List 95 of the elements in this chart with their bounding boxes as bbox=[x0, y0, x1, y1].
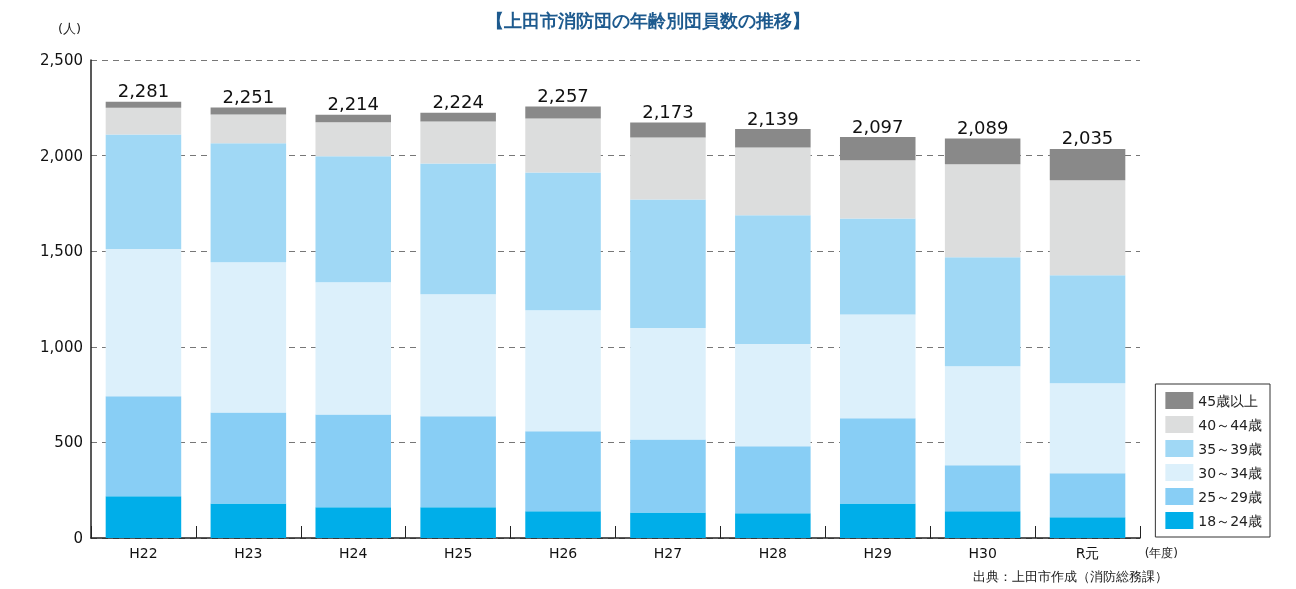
y-tick-label: 500 bbox=[54, 433, 83, 452]
bar bbox=[315, 114, 392, 123]
total-label: 2,257 bbox=[537, 84, 589, 106]
legend-label: 30～34歳 bbox=[1198, 464, 1263, 481]
bar bbox=[315, 414, 392, 508]
bar bbox=[105, 101, 182, 108]
bar bbox=[315, 507, 392, 538]
y-tick-label: 1,000 bbox=[40, 337, 83, 356]
bar bbox=[630, 439, 706, 513]
bar bbox=[735, 215, 811, 345]
total-label: 2,097 bbox=[851, 115, 904, 137]
bar bbox=[105, 107, 182, 135]
y-tick-label: 1,500 bbox=[40, 242, 83, 261]
bar bbox=[839, 137, 916, 161]
bar bbox=[630, 512, 706, 538]
x-tick-label: H28 bbox=[758, 545, 788, 561]
bar bbox=[944, 257, 1021, 367]
bar bbox=[944, 465, 1021, 512]
bar bbox=[210, 503, 287, 538]
bar bbox=[525, 172, 601, 311]
bar bbox=[735, 147, 811, 216]
bar bbox=[839, 314, 916, 419]
x-tick-label: H23 bbox=[234, 545, 263, 561]
bar bbox=[105, 396, 182, 497]
bar bbox=[944, 366, 1021, 466]
source-note: 出典：上田市作成（消防総務課） bbox=[973, 569, 1168, 584]
bar bbox=[210, 412, 287, 504]
legend-label: 35～39歳 bbox=[1198, 440, 1263, 457]
bar bbox=[525, 511, 601, 538]
x-tick-label: H26 bbox=[548, 545, 578, 561]
text: (年度) bbox=[1144, 546, 1179, 560]
total-label: 2,173 bbox=[642, 101, 694, 123]
legend-label: 25～29歳 bbox=[1198, 488, 1263, 505]
bar bbox=[420, 121, 496, 164]
text: (人) bbox=[58, 21, 82, 36]
bar bbox=[105, 134, 182, 250]
bar bbox=[210, 114, 287, 144]
bar bbox=[1049, 275, 1126, 384]
bar bbox=[525, 310, 601, 432]
total-label: 2,281 bbox=[117, 80, 170, 102]
chart-title: 【上田市消防団の年齢別団員数の推移】 bbox=[486, 9, 810, 31]
total-label: 2,035 bbox=[1061, 127, 1114, 149]
bar bbox=[944, 511, 1021, 538]
bar bbox=[839, 160, 916, 219]
total-label: 2,224 bbox=[432, 91, 484, 113]
bar bbox=[420, 112, 496, 122]
bar bbox=[630, 199, 706, 329]
x-tick-label: H29 bbox=[863, 545, 892, 561]
x-tick-label: R元 bbox=[1075, 545, 1100, 561]
bar bbox=[630, 137, 706, 200]
total-label: 2,139 bbox=[747, 107, 799, 129]
bar bbox=[1049, 180, 1126, 276]
bar bbox=[630, 122, 706, 138]
bar bbox=[735, 344, 811, 447]
bar bbox=[525, 106, 601, 119]
bar bbox=[630, 328, 706, 440]
bar bbox=[420, 416, 496, 508]
total-label: 2,089 bbox=[956, 117, 1009, 139]
bar bbox=[1049, 148, 1126, 181]
x-tick-label: H27 bbox=[653, 545, 683, 561]
bar bbox=[315, 156, 392, 283]
bar bbox=[420, 163, 496, 295]
y-tick-label: 2,000 bbox=[40, 146, 83, 165]
bar bbox=[525, 431, 601, 512]
bar bbox=[210, 262, 287, 413]
bar bbox=[1049, 383, 1126, 474]
legend-label: 45歳以上 bbox=[1198, 392, 1259, 409]
bar bbox=[420, 294, 496, 417]
bar bbox=[944, 164, 1021, 258]
bar bbox=[735, 513, 811, 538]
bar bbox=[210, 143, 287, 263]
bar bbox=[315, 282, 392, 415]
bar bbox=[1049, 517, 1126, 538]
x-tick-label: H22 bbox=[129, 545, 158, 561]
y-tick-label: 0 bbox=[73, 529, 83, 547]
x-tick-label: H24 bbox=[339, 545, 368, 561]
x-tick-label: H30 bbox=[968, 545, 997, 561]
bar bbox=[105, 496, 182, 538]
total-label: 2,251 bbox=[222, 86, 275, 108]
bar bbox=[839, 418, 916, 504]
bar bbox=[735, 129, 811, 148]
bar bbox=[944, 138, 1021, 165]
bar bbox=[839, 218, 916, 315]
legend-label: 40～44歳 bbox=[1198, 416, 1263, 433]
y-tick-label: 2,500 bbox=[40, 51, 83, 69]
bar bbox=[735, 446, 811, 514]
bar bbox=[420, 507, 496, 538]
bar bbox=[525, 118, 601, 173]
bar bbox=[315, 122, 392, 157]
bar bbox=[839, 503, 916, 538]
total-label: 2,214 bbox=[327, 93, 380, 115]
legend-label: 18～24歳 bbox=[1198, 512, 1263, 529]
bar bbox=[105, 249, 182, 397]
x-tick-label: H25 bbox=[443, 545, 473, 561]
bar bbox=[1049, 473, 1126, 518]
